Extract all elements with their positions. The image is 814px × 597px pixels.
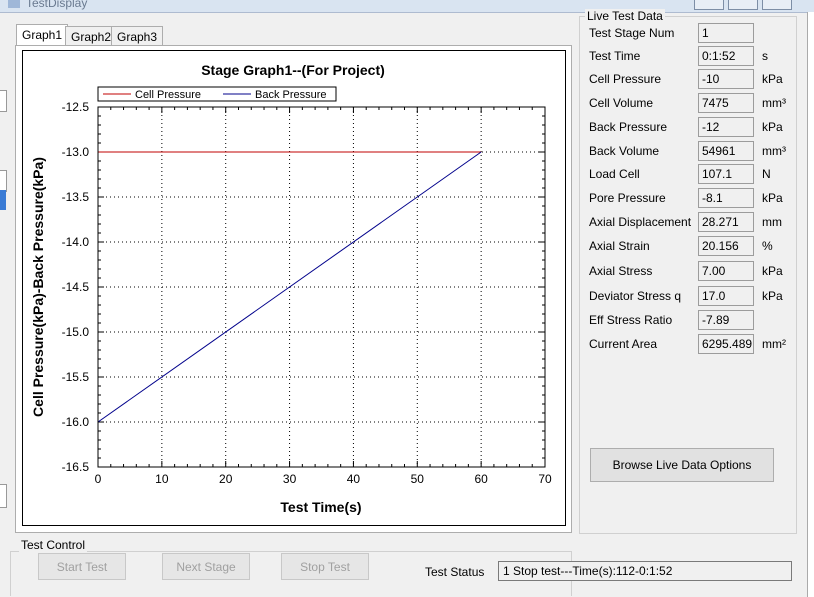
- maximize-button[interactable]: [728, 0, 758, 10]
- window-title: TestDisplay: [26, 0, 88, 10]
- axial-strain-label: Axial Strain: [589, 239, 650, 253]
- current-area-value: 6295.489: [698, 334, 754, 354]
- axial-displacement-label: Axial Displacement: [589, 215, 692, 229]
- back-volume-unit: mm³: [762, 144, 786, 158]
- axial-strain-value: 20.156: [698, 236, 754, 256]
- y-tick-label: -15.5: [62, 370, 90, 384]
- background-window-edge: [0, 190, 6, 210]
- y-tick-label: -13.0: [62, 145, 90, 159]
- chart-title: Stage Graph1--(For Project): [201, 62, 385, 78]
- minimize-button[interactable]: [694, 0, 724, 10]
- current-area-label: Current Area: [589, 337, 658, 351]
- tab-graph1[interactable]: Graph1: [16, 24, 69, 47]
- load-cell-value: 107.1: [698, 164, 754, 184]
- plot-frame: [97, 106, 546, 468]
- cell-volume-value: 7475: [698, 93, 754, 113]
- x-tick-label: 30: [283, 472, 297, 486]
- test-stage-num-label: Test Stage Num: [589, 26, 675, 40]
- chart-area: Stage Graph1--(For Project) 0 10 20 30 40 50 6…: [22, 50, 566, 526]
- back-pressure-value: -12: [698, 117, 754, 137]
- legend-label-back-pressure: Back Pressure: [255, 89, 327, 101]
- x-tick-label: 20: [219, 472, 233, 486]
- axial-stress-value: 7.00: [698, 261, 754, 281]
- cell-pressure-value: -10: [698, 69, 754, 89]
- line-chart: Stage Graph1--(For Project) 0 10 20 30 40 50 6…: [30, 62, 552, 515]
- eff-stress-ratio-label: Eff Stress Ratio: [589, 313, 673, 327]
- test-time-unit: s: [762, 49, 768, 63]
- test-status-label: Test Status: [425, 565, 485, 579]
- load-cell-unit: N: [762, 167, 771, 181]
- y-tick-label: -14.0: [62, 235, 90, 249]
- stop-test-button[interactable]: Stop Test: [281, 553, 369, 580]
- back-volume-value: 54961: [698, 141, 754, 161]
- test-time-value: 0:1:52: [698, 46, 754, 66]
- start-test-button[interactable]: Start Test: [38, 553, 126, 580]
- axial-stress-unit: kPa: [762, 264, 783, 278]
- next-stage-button[interactable]: Next Stage: [162, 553, 250, 580]
- x-tick-label: 60: [474, 472, 488, 486]
- load-cell-label: Load Cell: [589, 167, 640, 181]
- test-control-title: Test Control: [19, 538, 88, 552]
- cell-volume-label: Cell Volume: [589, 96, 654, 110]
- y-tick-label: -14.5: [62, 280, 90, 294]
- background-window-edge: [0, 484, 7, 508]
- y-tick-label: -13.5: [62, 190, 90, 204]
- y-tick-label: -15.0: [62, 325, 90, 339]
- pore-pressure-value: -8.1: [698, 188, 754, 208]
- x-axis-label: Test Time(s): [280, 499, 361, 515]
- current-area-unit: mm²: [762, 337, 786, 351]
- x-tick-label: 10: [155, 472, 169, 486]
- back-pressure-label: Back Pressure: [589, 120, 668, 134]
- axial-displacement-unit: mm: [762, 215, 782, 229]
- cell-volume-unit: mm³: [762, 96, 786, 110]
- test-time-label: Test Time: [589, 49, 641, 63]
- cell-pressure-unit: kPa: [762, 72, 783, 86]
- axial-stress-label: Axial Stress: [589, 264, 653, 278]
- close-button[interactable]: [762, 0, 792, 10]
- y-tick-label: -12.5: [62, 100, 90, 114]
- axial-strain-unit: %: [762, 239, 773, 253]
- app-icon: [8, 0, 20, 8]
- x-tick-label: 70: [538, 472, 552, 486]
- y-tick-label: -16.5: [62, 460, 90, 474]
- test-stage-num-value: 1: [698, 23, 754, 43]
- back-volume-label: Back Volume: [589, 144, 660, 158]
- chart-series: [97, 151, 482, 423]
- tab-graph3[interactable]: Graph3: [111, 26, 164, 47]
- deviator-stress-q-unit: kPa: [762, 289, 783, 303]
- window-titlebar: TestDisplay: [0, 0, 814, 13]
- test-status-field: 1 Stop test---Time(s):112-0:1:52: [498, 561, 792, 581]
- y-tick-label: -16.0: [62, 415, 90, 429]
- cell-pressure-label: Cell Pressure: [589, 72, 662, 86]
- chart-ticks: 0 10 20 30 40 50 60 70 -12.5 -13.0 -13.5 -14.0 -14.5…: [62, 100, 552, 486]
- x-tick-label: 0: [95, 472, 102, 486]
- pore-pressure-unit: kPa: [762, 191, 783, 205]
- live-data-title: Live Test Data: [585, 9, 665, 23]
- browse-live-data-options-button[interactable]: Browse Live Data Options: [590, 448, 774, 482]
- axial-displacement-value: 28.271: [698, 212, 754, 232]
- x-tick-label: 50: [411, 472, 425, 486]
- y-axis-label: Cell Pressure(kPa)-Back Pressure(kPa): [30, 157, 46, 417]
- right-edge-panel: [807, 12, 814, 597]
- back-pressure-unit: kPa: [762, 120, 783, 134]
- tab-graph2[interactable]: Graph2: [65, 26, 118, 47]
- live-data-group: [579, 16, 797, 534]
- x-tick-label: 40: [347, 472, 361, 486]
- background-window-edge: [0, 170, 7, 192]
- legend-box: [97, 86, 337, 102]
- series-line-back-pressure: [97, 151, 482, 423]
- background-window-edge: [0, 90, 7, 112]
- eff-stress-ratio-value: -7.89: [698, 310, 754, 330]
- pore-pressure-label: Pore Pressure: [589, 191, 666, 205]
- deviator-stress-q-value: 17.0: [698, 286, 754, 306]
- legend-label-cell-pressure: Cell Pressure: [135, 89, 201, 101]
- chart-legend: Cell Pressure Back Pressure: [97, 86, 337, 102]
- chart-grid: [98, 107, 545, 467]
- deviator-stress-q-label: Deviator Stress q: [589, 289, 682, 303]
